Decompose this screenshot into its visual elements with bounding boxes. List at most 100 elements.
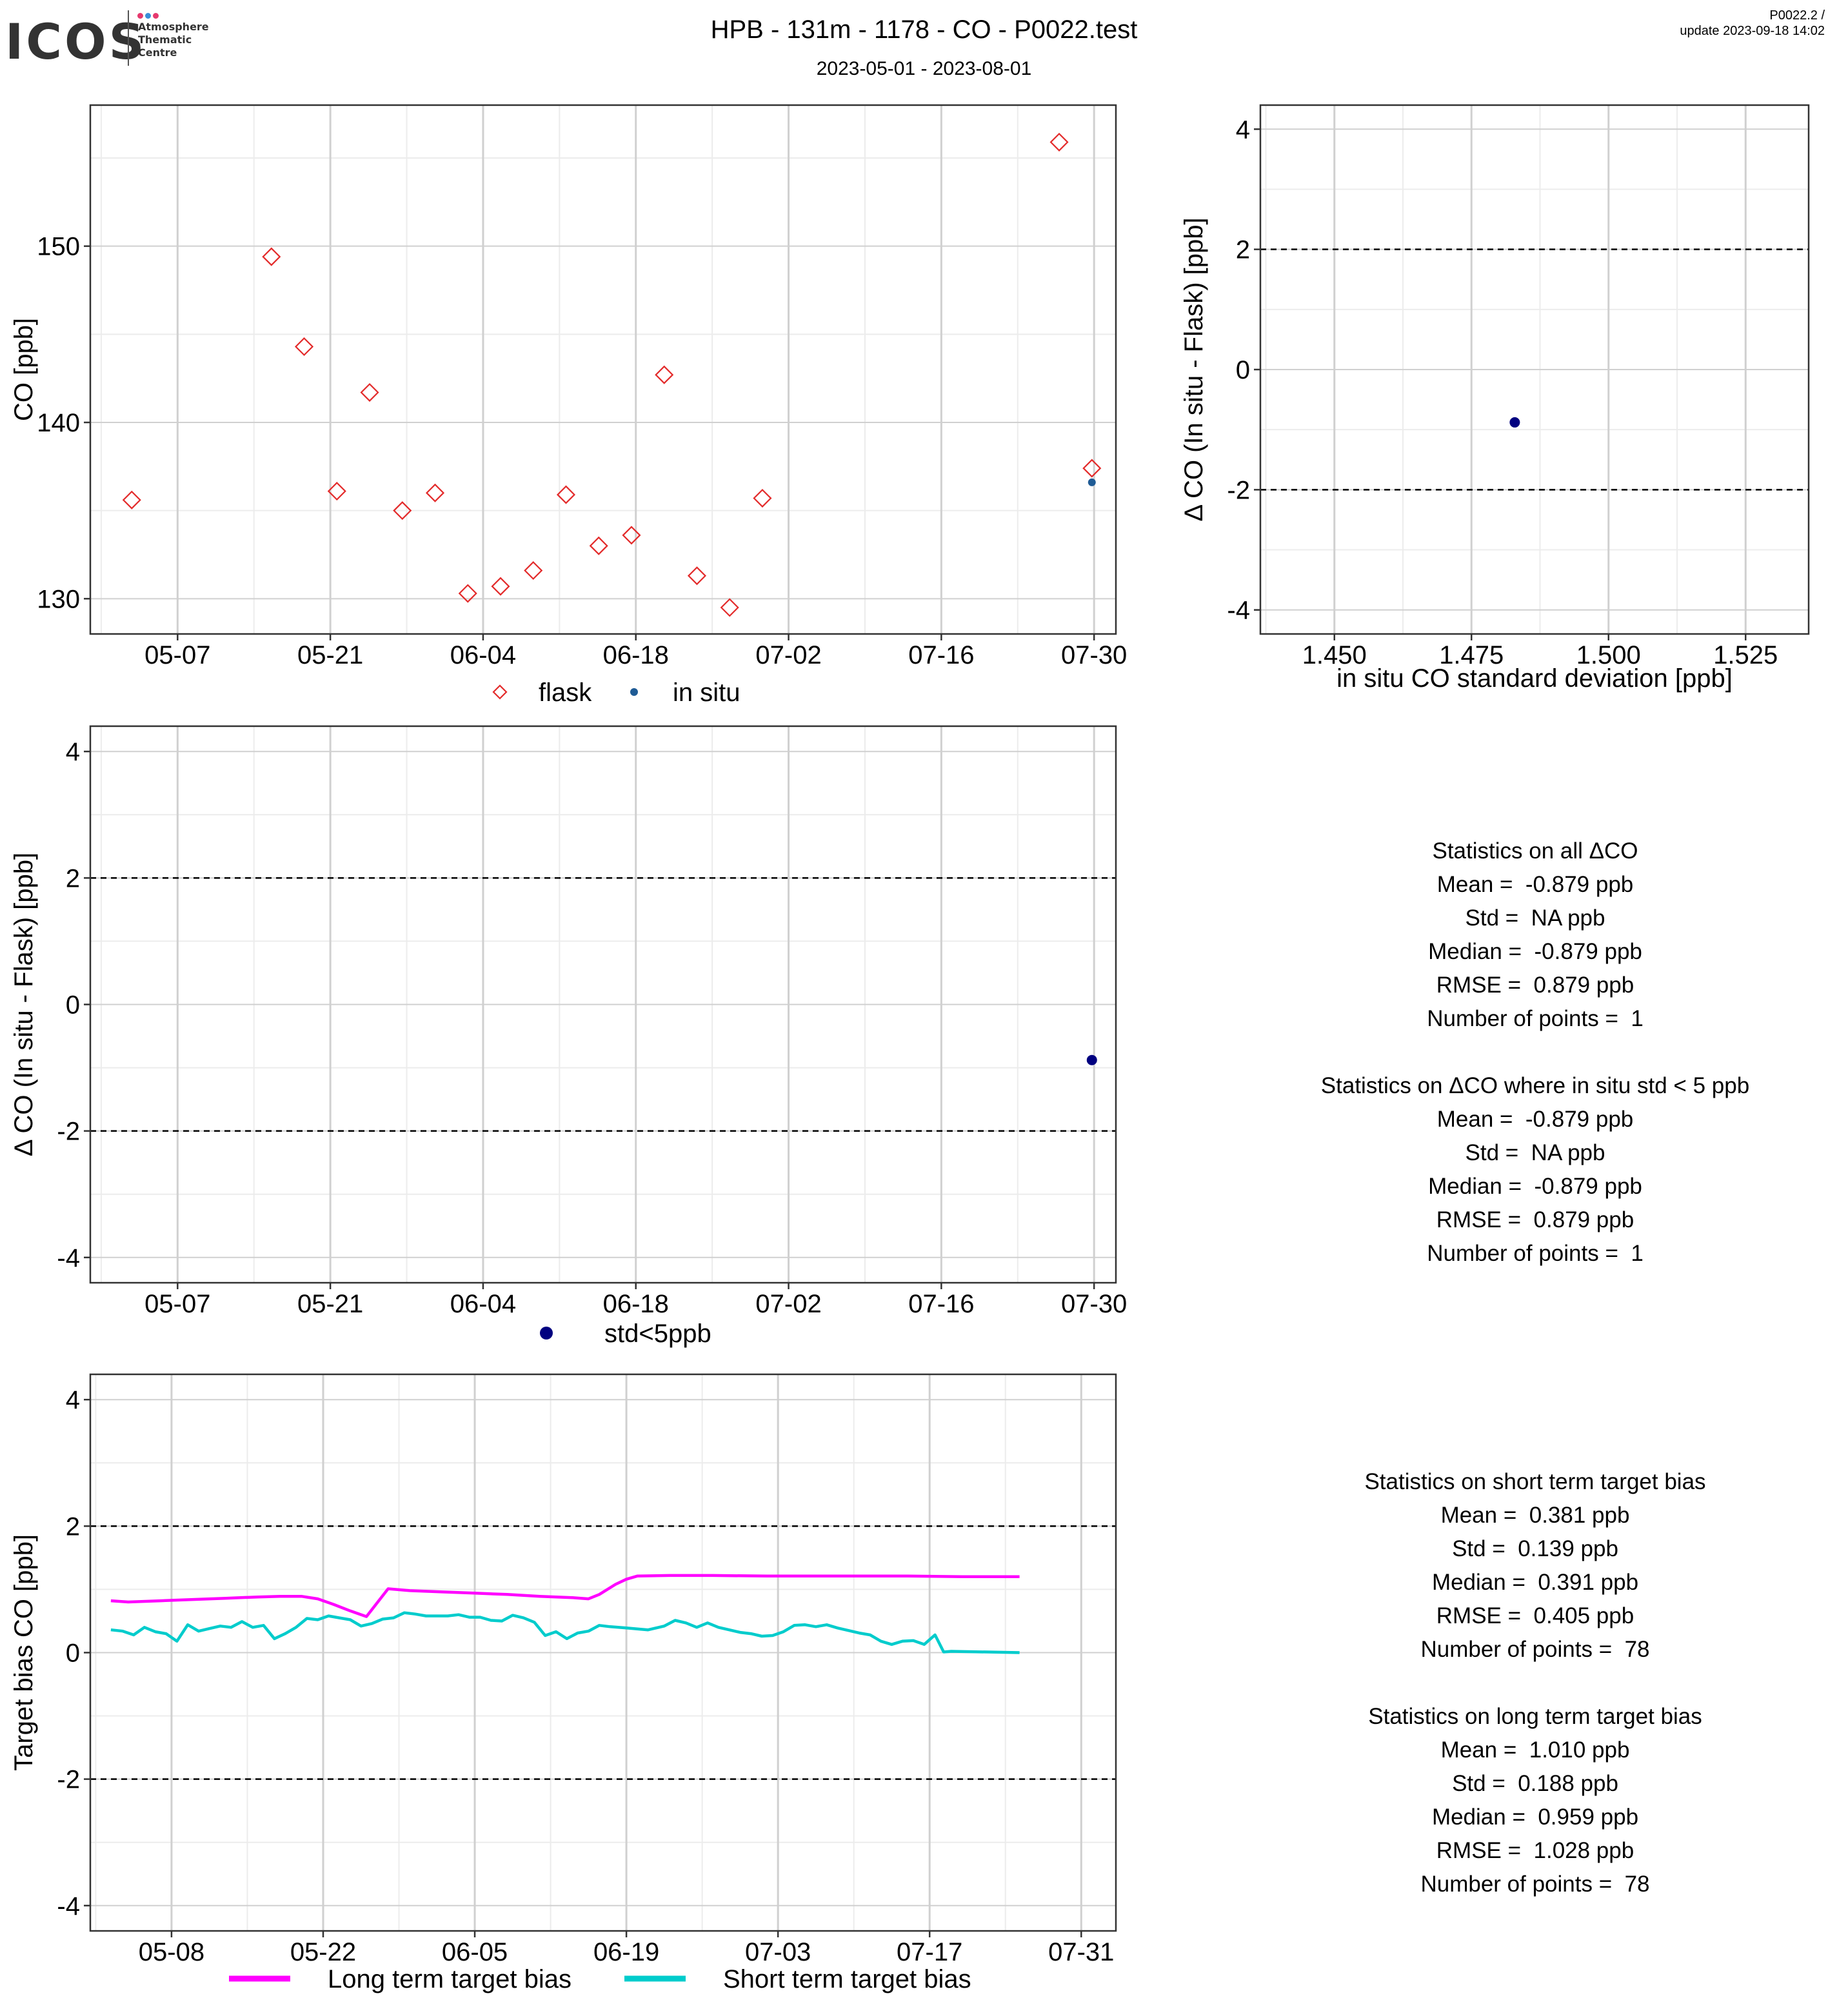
flask-point [622,526,641,545]
legend: std<5ppb [540,1320,711,1348]
flask-point [425,483,445,502]
logo-dots-icon [137,10,161,22]
x-tick-label: 1.525 [1713,641,1778,669]
y-tick-label: 4 [66,738,80,766]
update-line: update 2023-09-18 14:02 [1680,24,1825,38]
y-tick-label: 2 [66,864,80,893]
flask-point [687,566,707,586]
stat-line: Median = -0.879 ppb [1428,939,1642,964]
flask-point [393,501,412,520]
plot-frame [89,104,1117,635]
data-layer [1509,417,1520,428]
x-tick-label: 07-30 [1061,641,1127,669]
stat-line: Median = 0.959 ppb [1431,1804,1639,1830]
legend-std-label: std<5ppb [604,1320,711,1348]
legend-flask-label: flask [539,678,592,707]
x-tick-label: 05-21 [297,1290,363,1318]
x-tick-label: 07-31 [1048,1938,1114,1966]
data-layer [110,1574,1020,1654]
data-layer [122,132,1102,617]
legend: Long term target bias Short term target b… [229,1965,971,1993]
stat-line: Statistics on short term target bias [1364,1469,1706,1494]
flask-point [753,488,772,508]
y-tick-label: 0 [66,991,80,1020]
x-tick-label: 07-17 [897,1938,962,1966]
x-tick-label: 07-02 [755,641,821,669]
stat-line [1245,1036,1825,1069]
stat-line: Number of points = 78 [1420,1637,1650,1662]
flask-point [524,561,543,580]
flask-point [655,365,674,384]
stat-line: Median = -0.879 ppb [1428,1174,1642,1199]
legend-flask-icon [492,684,508,700]
stat-line: Statistics on all ΔCO [1432,838,1638,864]
data-layer [1086,1054,1097,1065]
x-tick-label: 07-03 [745,1938,811,1966]
y-tick-label: -4 [1227,597,1250,625]
y-tick-label: -4 [57,1244,80,1272]
x-tick-label: 1.450 [1302,641,1367,669]
y-tick-label: 0 [1236,356,1250,384]
x-tick-label: 07-16 [908,641,974,669]
y-axis-label: CO [ppb] [10,318,38,421]
legend-std-icon [540,1327,553,1340]
logo-wordmark: ICOS [5,13,147,70]
stat-line: RMSE = 0.879 ppb [1436,973,1634,998]
bias-statistics: Statistics on short term target bias Mean… [1245,1465,1825,1901]
y-tick-label: 2 [1236,236,1250,264]
page-subtitle: 2023-05-01 - 2023-08-01 [816,58,1032,79]
y-tick-label: 140 [37,409,80,437]
stat-line: Statistics on ΔCO where in situ std < 5 … [1320,1073,1750,1098]
stat-line: Mean = -0.879 ppb [1436,872,1634,897]
y-tick-label: -2 [57,1766,80,1794]
delta-statistics: Statistics on all ΔCO Mean = -0.879 ppb St… [1245,835,1825,1270]
logo-dot [145,13,151,19]
stat-line: Number of points = 78 [1420,1872,1650,1897]
y-tick-label: 130 [37,585,80,613]
x-tick-label: 06-05 [442,1938,508,1966]
x-tick-label: 06-04 [450,1290,516,1318]
flask-point [294,337,314,357]
version-info: P0022.2 / update 2023-09-18 14:02 [1680,8,1825,39]
y-tick-label: 4 [66,1386,80,1414]
stat-line: RMSE = 0.405 ppb [1436,1603,1634,1628]
delta-point [1509,417,1520,428]
flask-point [491,577,510,596]
stat-line: Mean = -0.879 ppb [1436,1107,1634,1132]
flask-point [556,485,576,504]
x-tick-label: 1.500 [1576,641,1641,669]
stat-line: RMSE = 1.028 ppb [1436,1838,1634,1863]
flask-point [589,536,608,555]
logo-subtitle: Atmosphere Thematic Centre [138,21,209,59]
x-tick-label: 06-18 [603,641,669,669]
x-tick-label: 06-19 [593,1938,659,1966]
y-tick-label: 2 [66,1512,80,1541]
icos-logo: ICOS Atmosphere Thematic Centre [5,5,224,70]
legend-short-term-label: Short term target bias [723,1965,971,1993]
flask-point [262,247,281,266]
y-tick-label: -4 [57,1892,80,1921]
chart-delta-timeseries: 05-07 05-21 06-04 06-18 07-02 07-16 07-30 -4 -2 0… [10,725,1127,1348]
logo-dot [137,13,143,19]
x-tick-label: 05-07 [144,641,210,669]
long-term-bias-line [110,1574,1020,1618]
x-tick-label: 07-30 [1061,1290,1127,1318]
y-tick-label: 150 [37,233,80,261]
chart-co-timeseries: 05-07 05-21 06-04 06-18 07-02 07-16 07-30 130 14… [10,104,1127,707]
x-tick-label: 05-21 [297,641,363,669]
page-title: HPB - 131m - 1178 - CO - P0022.test [710,15,1138,44]
y-tick-label: -2 [57,1118,80,1146]
legend-insitu-label: in situ [673,678,740,707]
short-term-bias-line [110,1611,1020,1654]
stat-line: RMSE = 0.879 ppb [1436,1207,1634,1232]
stat-line: Median = 0.391 ppb [1431,1570,1639,1595]
flask-point [1082,459,1102,478]
flask-point [360,382,379,402]
x-tick-label: 1.475 [1439,641,1504,669]
logo-divider [128,10,129,66]
stat-line: Std = 0.139 ppb [1452,1536,1618,1561]
flask-point [122,490,141,509]
y-tick-label: 4 [1236,115,1250,144]
x-tick-label: 05-22 [290,1938,356,1966]
